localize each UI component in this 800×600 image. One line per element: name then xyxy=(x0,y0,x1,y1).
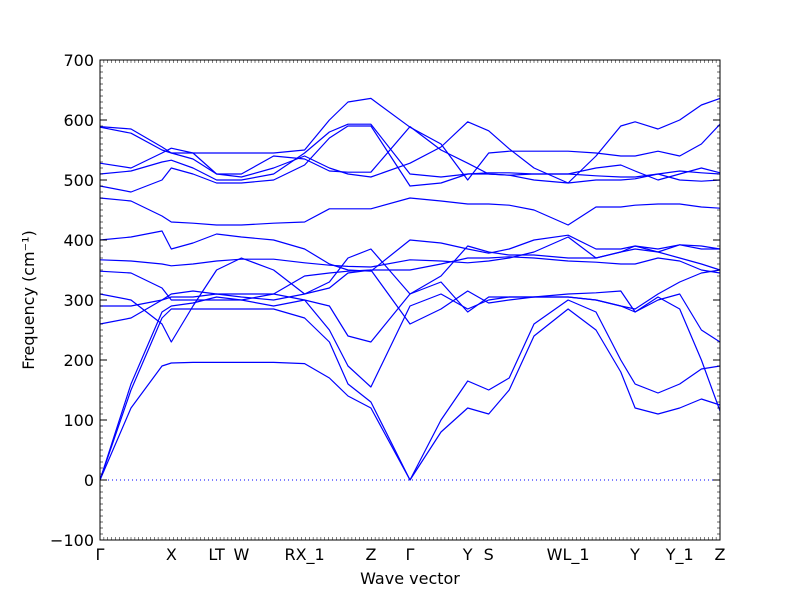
x-tick-label: Y xyxy=(629,545,640,564)
y-tick-label: 300 xyxy=(63,291,94,310)
x-axis-ticks: Γ X LT W RX_1 Z Γ Y S WL_1 Y Y_1 Z xyxy=(96,60,726,565)
x-axis-label: Wave vector xyxy=(360,569,460,588)
x-tick-label: X xyxy=(166,545,177,564)
band-line-7 xyxy=(99,256,721,301)
band-line-2 xyxy=(99,299,721,481)
band-line-1 xyxy=(99,308,721,481)
x-tick-label: S xyxy=(484,545,494,564)
y-tick-label: 500 xyxy=(63,171,94,190)
x-tick-label: Γ xyxy=(96,545,105,564)
x-tick-label: WL_1 xyxy=(547,545,590,565)
x-tick-label: Γ xyxy=(406,545,415,564)
y-tick-label: −100 xyxy=(50,531,94,550)
y-tick-label: 700 xyxy=(63,51,94,70)
y-tick-label: 600 xyxy=(63,111,94,130)
x-tick-label: W xyxy=(233,545,249,564)
band-line-15 xyxy=(99,126,721,178)
x-tick-label: RX_1 xyxy=(284,545,324,565)
band-line-5 xyxy=(100,269,721,343)
x-tick-label: Y_1 xyxy=(665,545,694,565)
x-tick-label: Z xyxy=(365,545,376,564)
y-tick-label: 400 xyxy=(63,231,94,250)
band-line-9 xyxy=(99,230,721,272)
x-tick-label: Y xyxy=(462,545,473,564)
band-line-14 xyxy=(99,97,721,181)
y-tick-label: 100 xyxy=(63,411,94,430)
band-line-12 xyxy=(99,123,721,181)
x-tick-label: Z xyxy=(715,545,726,564)
band-line-8 xyxy=(99,236,721,271)
band-line-3 xyxy=(99,293,721,481)
y-axis-ticks: −100 0 100 200 300 400 500 600 700 xyxy=(50,51,720,550)
y-tick-label: 200 xyxy=(63,351,94,370)
x-tick-label: LT xyxy=(208,545,225,564)
band-line-11 xyxy=(99,125,721,193)
y-tick-label: 0 xyxy=(84,471,94,490)
band-line-10 xyxy=(99,197,721,226)
y-axis-label: Frequency (cm⁻¹) xyxy=(19,230,38,369)
band-line-13 xyxy=(99,97,721,184)
bands-layer xyxy=(99,97,721,481)
